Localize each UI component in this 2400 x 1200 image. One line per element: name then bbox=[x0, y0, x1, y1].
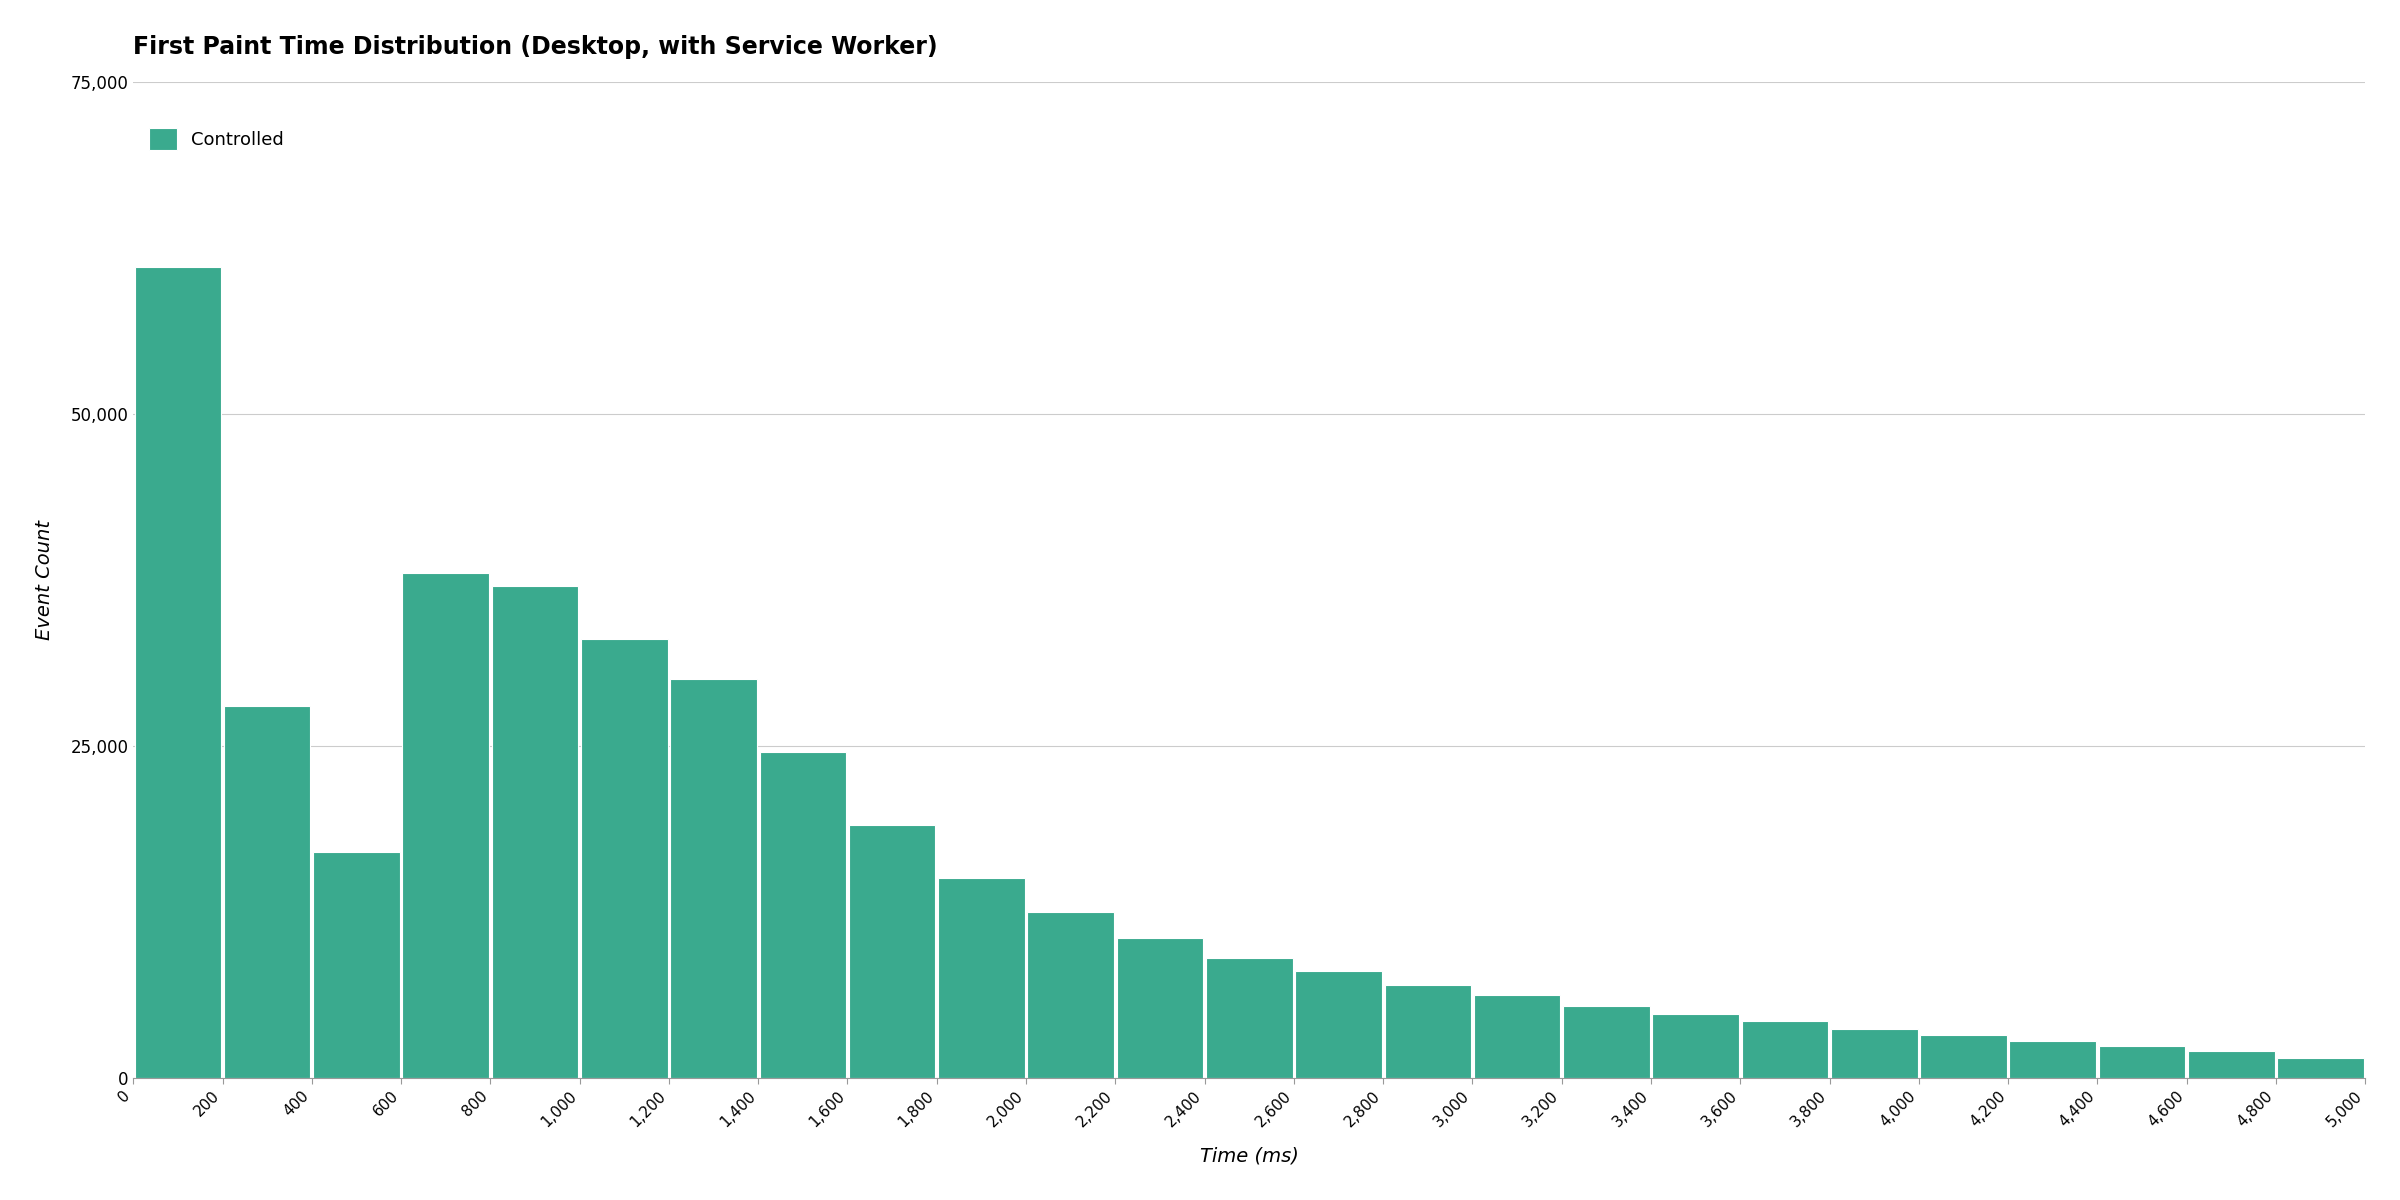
Bar bbox=[850, 826, 936, 1078]
Bar bbox=[758, 752, 847, 1078]
Bar bbox=[1385, 985, 1471, 1078]
Y-axis label: Event Count: Event Count bbox=[34, 520, 53, 640]
Legend: Controlled: Controlled bbox=[142, 120, 290, 157]
Bar bbox=[492, 587, 578, 1078]
Bar bbox=[2009, 1040, 2095, 1078]
Bar bbox=[1831, 1028, 1918, 1078]
Bar bbox=[1205, 958, 1294, 1078]
Bar bbox=[670, 679, 756, 1078]
Bar bbox=[938, 878, 1025, 1078]
Text: First Paint Time Distribution (Desktop, with Service Worker): First Paint Time Distribution (Desktop, … bbox=[134, 35, 938, 59]
Bar bbox=[2189, 1051, 2275, 1078]
Bar bbox=[403, 572, 490, 1078]
Bar bbox=[223, 706, 310, 1078]
Bar bbox=[1651, 1014, 1740, 1078]
Bar bbox=[2278, 1058, 2364, 1078]
Bar bbox=[1562, 1006, 1649, 1078]
Bar bbox=[1116, 938, 1202, 1078]
Bar bbox=[1027, 912, 1114, 1078]
Bar bbox=[312, 852, 401, 1078]
Bar bbox=[1742, 1021, 1829, 1078]
Bar bbox=[1920, 1036, 2006, 1078]
Bar bbox=[1296, 972, 1382, 1078]
Bar bbox=[1474, 995, 1560, 1078]
Bar bbox=[134, 268, 221, 1078]
Bar bbox=[581, 640, 667, 1078]
X-axis label: Time (ms): Time (ms) bbox=[1200, 1146, 1298, 1165]
Bar bbox=[2098, 1046, 2186, 1078]
